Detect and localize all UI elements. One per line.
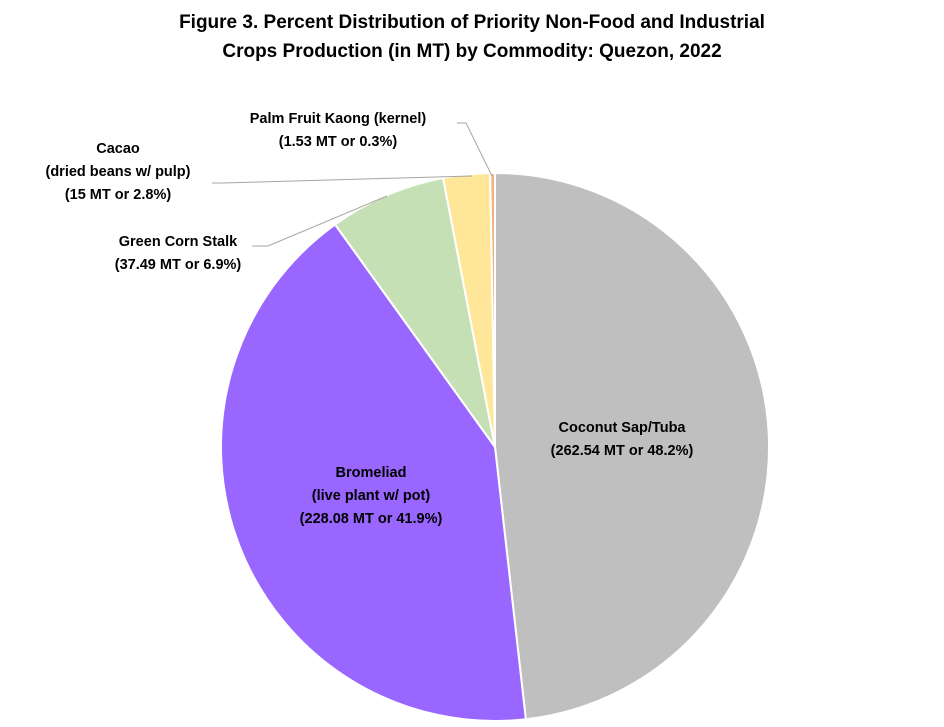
- pie-slices: [219, 171, 770, 722]
- slice-label-green-corn-stalk: Green Corn Stalk (37.49 MT or 6.9%): [115, 234, 242, 273]
- slice-label-line: Cacao: [96, 141, 140, 157]
- slice-label-line: (15 MT or 2.8%): [65, 187, 172, 203]
- chart-title: Figure 3. Percent Distribution of Priori…: [0, 8, 944, 66]
- slice-label-line: Bromeliad: [336, 465, 407, 481]
- chart-title-line-1: Figure 3. Percent Distribution of Priori…: [179, 12, 765, 33]
- slice-label-palm-fruit-kaong-kernel: Palm Fruit Kaong (kernel) (1.53 MT or 0.3…: [250, 111, 427, 150]
- slice-label-line: (live plant w/ pot): [312, 488, 431, 504]
- chart-title-line-2: Crops Production (in MT) by Commodity: Q…: [222, 41, 722, 62]
- slice-label-line: Palm Fruit Kaong (kernel): [250, 111, 427, 127]
- slice-label-line: (228.08 MT or 41.9%): [300, 511, 443, 527]
- pie-slice-bromeliad-live-plant-w-pot: [219, 223, 527, 722]
- slice-label-line: (37.49 MT or 6.9%): [115, 257, 242, 273]
- leader-line-palm-fruit-kaong-kernel: [457, 122, 493, 177]
- slice-label-coconut-sap-tuba: Coconut Sap/Tuba (262.54 MT or 48.2%): [551, 420, 694, 459]
- slice-label-line: (dried beans w/ pulp): [45, 164, 190, 180]
- slice-label-bromeliad-live-plant-w-pot: Bromeliad (live plant w/ pot) (228.08 MT o…: [300, 465, 443, 527]
- leader-lines: [212, 122, 493, 247]
- slice-label-line: (262.54 MT or 48.2%): [551, 443, 694, 459]
- pie-slice-green-corn-stalk: [334, 176, 496, 448]
- slice-label-line: Coconut Sap/Tuba: [558, 420, 686, 436]
- leader-line-green-corn-stalk: [252, 195, 388, 247]
- slice-label-line: Green Corn Stalk: [119, 234, 238, 250]
- slice-label-cacao-dried-beans-w-pulp: Cacao (dried beans w/ pulp) (15 MT or 2.8%…: [45, 141, 190, 203]
- pie-slice-coconut-sap-tuba: [494, 172, 770, 721]
- slice-labels: Coconut Sap/Tuba (262.54 MT or 48.2%) Brom…: [45, 111, 693, 527]
- slice-label-line: (1.53 MT or 0.3%): [279, 134, 398, 150]
- leader-line-cacao-dried-beans-w-pulp: [212, 175, 473, 184]
